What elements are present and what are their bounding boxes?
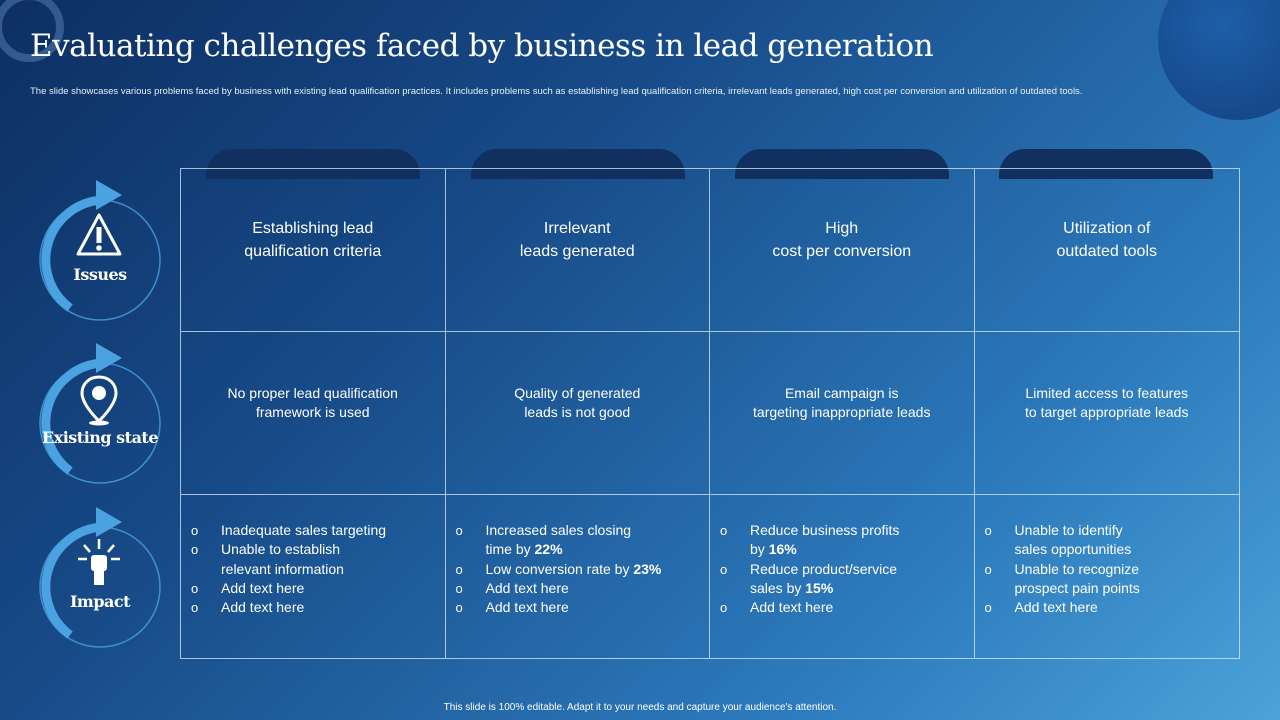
state-text: Quality of generated leads is not good: [494, 384, 660, 422]
state-text-line: targeting inappropriate leads: [753, 404, 931, 420]
impact-badge: Impact: [30, 505, 170, 648]
state-text-line: leads is not good: [524, 404, 631, 420]
impact-list-item: Unable to identify sales opportunities: [985, 521, 1140, 560]
impact-list-item-line: Increased sales closing: [485, 522, 632, 538]
row-label-issues: Issues: [73, 265, 127, 284]
impact-list-item-line: time by 22%: [485, 541, 563, 558]
impact-cell: Reduce business profits by 16% Reduce prod…: [710, 495, 975, 658]
state-text: Limited access to features to target appr…: [1005, 384, 1208, 422]
issue-text-line: outdated tools: [1056, 243, 1158, 260]
impact-cell: Increased sales closing time by 22% Low co…: [446, 495, 710, 658]
issue-cell: High cost per conversion: [710, 169, 975, 332]
impact-list-item-line: relevant information: [221, 560, 344, 577]
issue-text-line: Irrelevant: [543, 220, 611, 237]
impact-list-item-line: sales by 15%: [750, 579, 834, 596]
circular-arrow-icon: [39, 507, 161, 648]
impact-list-item: Increased sales closing time by 22%: [456, 521, 662, 560]
row-label-existing-state: Existing state: [41, 428, 159, 447]
state-cell: Limited access to features to target appr…: [974, 332, 1239, 495]
state-text-line: Email campaign is: [784, 385, 899, 401]
issues-badge: Issues: [30, 178, 170, 321]
state-cell: Quality of generated leads is not good: [445, 332, 710, 495]
column-tab-1: [206, 149, 420, 179]
impact-list-item-line: Unable to establish: [221, 541, 341, 558]
issue-cell: Irrelevant leads generated: [445, 169, 710, 332]
impact-list-item-line: Inadequate sales targeting: [221, 522, 387, 538]
impact-list-item: Low conversion rate by 23%: [456, 560, 662, 580]
issue-text-line: Utilization of: [1063, 220, 1151, 237]
state-text: No proper lead qualification framework is…: [208, 384, 418, 422]
impact-list-item: Add text here: [985, 598, 1140, 618]
impact-list-item-line: Add text here: [750, 599, 834, 616]
impact-list-item: Reduce business profits by 16%: [720, 521, 899, 560]
impact-list-item: Add text here: [191, 598, 386, 618]
impact-list-item: Unable to establish relevant information: [191, 540, 386, 579]
impact-list-item-line: Unable to identify: [1014, 522, 1123, 538]
footer-note: This slide is 100% editable. Adapt it to…: [443, 702, 837, 713]
existing-state-badge: Existing state: [30, 341, 170, 484]
impact-list-item-line: sales opportunities: [1014, 541, 1132, 558]
impact-list-item: Add text here: [456, 598, 662, 618]
state-cell: No proper lead qualification framework is…: [181, 332, 446, 495]
state-cell: Email campaign is targeting inappropriate…: [710, 332, 975, 495]
impact-list-item-line: prospect pain points: [1014, 579, 1140, 596]
state-text-line: Limited access to features: [1025, 385, 1189, 401]
state-text-line: to target appropriate leads: [1025, 404, 1189, 420]
column-tab-2: [471, 149, 685, 179]
issue-text: Establishing lead qualification criteria: [224, 217, 401, 263]
impact-list-item: Add text here: [191, 579, 386, 599]
state-text-line: Quality of generated: [514, 385, 641, 401]
impact-list-item-line: Unable to recognize: [1014, 560, 1140, 577]
circular-arrow-icon: [39, 343, 161, 484]
challenges-table: Establishing lead qualification criteria I…: [180, 168, 1240, 659]
impact-list-item-line: by 16%: [750, 541, 797, 558]
issue-text: High cost per conversion: [752, 217, 931, 263]
impact-cell: Inadequate sales targeting Unable to esta…: [181, 495, 446, 658]
issue-text-line: leads generated: [519, 243, 635, 260]
state-text-line: No proper lead qualification: [227, 385, 398, 401]
issue-cell: Utilization of outdated tools: [974, 169, 1239, 332]
impact-list: Inadequate sales targeting Unable to esta…: [191, 521, 387, 618]
impact-list: Reduce business profits by 16% Reduce prod…: [720, 521, 899, 618]
impact-list-item-line: Add text here: [1014, 599, 1098, 616]
issue-cell: Establishing lead qualification criteria: [181, 169, 446, 332]
issue-text: Irrelevant leads generated: [500, 217, 655, 263]
impact-list: Increased sales closing time by 22% Low co…: [456, 521, 662, 618]
slide-title: Evaluating challenges faced by business …: [30, 28, 934, 64]
impact-list-item-line: Add text here: [485, 599, 569, 616]
impact-list-item-line: Reduce business profits: [750, 522, 900, 538]
impact-list-item: Add text here: [456, 579, 662, 599]
decorative-circle-top-right: [1158, 0, 1280, 120]
issue-text: Utilization of outdated tools: [1036, 217, 1177, 263]
impact-list-item-line: Add text here: [221, 599, 305, 616]
impact-list-item-line: Add text here: [485, 579, 569, 596]
slide-subtitle: The slide showcases various problems fac…: [30, 86, 1083, 97]
issue-text-line: qualification criteria: [244, 243, 382, 260]
issue-text-line: Establishing lead: [252, 220, 374, 237]
impact-list-item: Inadequate sales targeting: [191, 521, 387, 541]
column-tab-4: [999, 149, 1213, 179]
impact-list-item-line: Reduce product/service: [750, 560, 898, 577]
decorative-ring-top-left: [0, 0, 64, 62]
column-tab-3: [735, 149, 949, 179]
impact-list-item: Reduce product/service sales by 15%: [720, 560, 899, 599]
fist-icon: [78, 539, 120, 585]
row-label-impact: Impact: [69, 592, 131, 611]
impact-list-item: Add text here: [720, 598, 899, 618]
state-text: Email campaign is targeting inappropriate…: [733, 384, 950, 422]
impact-list-item: Unable to recognize prospect pain points: [985, 560, 1140, 599]
warning-icon: [76, 213, 122, 256]
impact-list-item-line: Low conversion rate by 23%: [485, 560, 662, 577]
location-pin-icon: [80, 375, 118, 426]
circular-arrow-icon: [39, 180, 161, 321]
issue-text-line: High: [825, 220, 859, 237]
impact-list-item-line: Add text here: [221, 579, 305, 596]
issue-text-line: cost per conversion: [772, 243, 912, 260]
state-text-line: framework is used: [255, 404, 370, 420]
